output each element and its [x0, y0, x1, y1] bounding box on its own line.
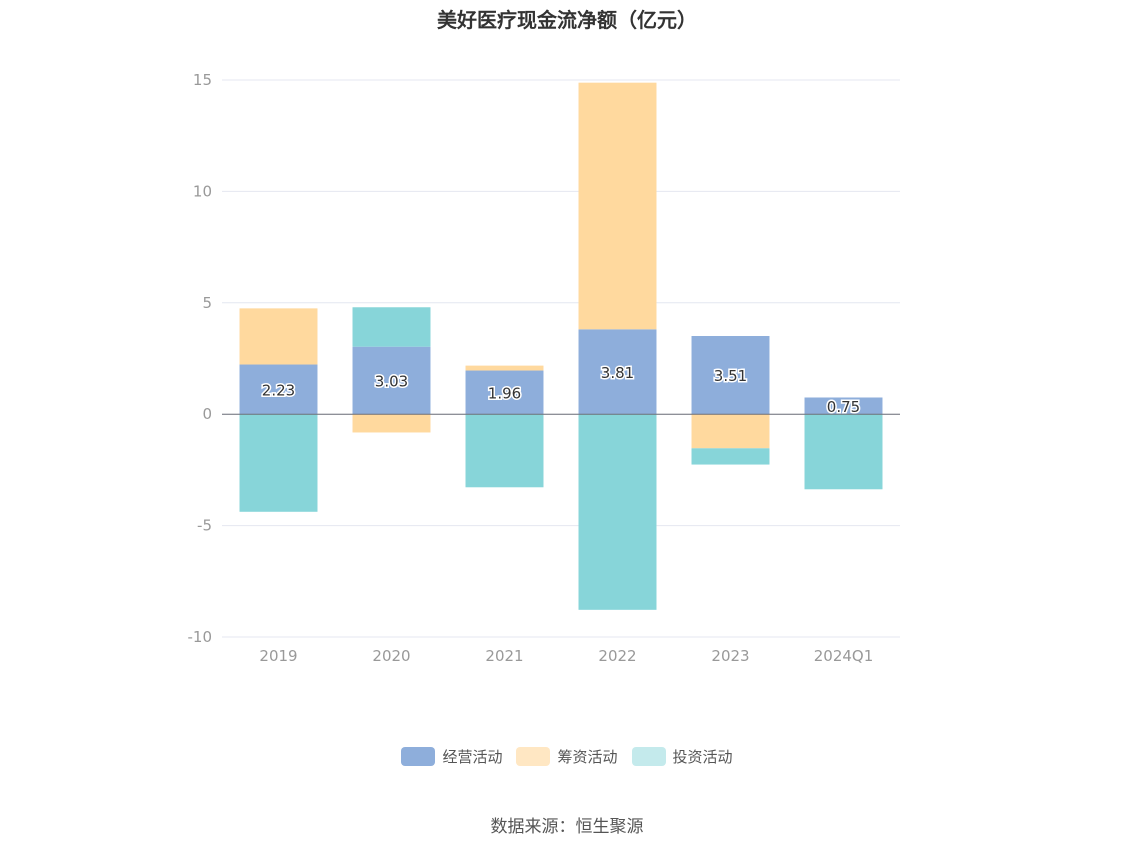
- legend-item-financing[interactable]: 筹资活动: [516, 746, 618, 767]
- x-tick-label: 2020: [372, 647, 410, 665]
- x-tick-label: 2023: [711, 647, 749, 665]
- legend-label-operating: 经营活动: [442, 748, 503, 766]
- bar-operating-2019[interactable]: [239, 364, 318, 415]
- y-axis-ticks: 15 10 5 0 -5 -10: [188, 71, 213, 646]
- legend: 经营活动 筹资活动 投资活动: [0, 746, 1134, 767]
- bar-financing-2019[interactable]: [239, 308, 318, 365]
- data-label-operating-2023: 3.51: [714, 367, 747, 385]
- data-labels: 2.23 3.03 1.96 3.81 3.51 0.75: [260, 362, 861, 417]
- bar-investing-2019[interactable]: [239, 414, 318, 512]
- y-tick-label: 10: [193, 182, 212, 200]
- x-tick-label: 2019: [259, 647, 297, 665]
- bar-investing-2022[interactable]: [578, 414, 657, 610]
- legend-item-investing[interactable]: 投资活动: [631, 746, 733, 767]
- data-label-operating-2022: 3.81: [601, 364, 634, 382]
- legend-label-financing: 筹资活动: [557, 748, 618, 766]
- data-label-operating-2019: 2.23: [262, 381, 295, 399]
- stacked-bar-chart: 15 10 5 0 -5 -10 2.23 3.03 1.96 3.81 3.51 0.75 201…: [188, 71, 900, 665]
- data-label-operating-2024Q1: 0.75: [827, 398, 860, 416]
- bars: [239, 82, 883, 610]
- y-tick-label: 5: [202, 294, 212, 312]
- legend-label-investing: 投资活动: [672, 748, 733, 766]
- bar-investing-2024Q1[interactable]: [804, 414, 883, 490]
- y-tick-label: -5: [197, 517, 212, 535]
- y-tick-label: -10: [188, 628, 213, 646]
- bar-operating-2023[interactable]: [691, 335, 770, 415]
- bar-financing-2020[interactable]: [352, 414, 431, 433]
- bar-financing-2021[interactable]: [465, 365, 544, 371]
- bar-financing-2023[interactable]: [691, 414, 770, 449]
- y-tick-label: 15: [193, 71, 212, 89]
- grid-lines: [222, 79, 900, 638]
- legend-swatch-operating: [401, 747, 436, 766]
- bar-operating-2020[interactable]: [352, 346, 431, 415]
- bar-operating-2022[interactable]: [578, 329, 657, 415]
- bar-investing-2021[interactable]: [465, 414, 544, 488]
- bar-investing-2020[interactable]: [352, 307, 431, 347]
- x-tick-label: 2021: [485, 647, 523, 665]
- data-source: 数据来源：恒生聚源: [490, 817, 644, 837]
- legend-swatch-financing: [516, 747, 551, 766]
- x-tick-label: 2022: [598, 647, 636, 665]
- bar-operating-2024Q1[interactable]: [804, 397, 883, 415]
- legend-item-operating[interactable]: 经营活动: [401, 746, 502, 767]
- chart-title: 美好医疗现金流净额（亿元）: [437, 8, 697, 32]
- y-tick-label: 0: [202, 405, 212, 423]
- bar-operating-2021[interactable]: [465, 370, 544, 415]
- legend-swatch-investing: [631, 747, 666, 766]
- data-label-operating-2020: 3.03: [375, 372, 408, 390]
- data-label-operating-2021: 1.96: [488, 384, 521, 402]
- bar-investing-2023[interactable]: [691, 448, 770, 465]
- x-tick-label: 2024Q1: [814, 647, 874, 665]
- bar-financing-2022[interactable]: [578, 82, 657, 330]
- x-axis-ticks: 2019 2020 2021 2022 2023 2024Q1: [259, 647, 873, 665]
